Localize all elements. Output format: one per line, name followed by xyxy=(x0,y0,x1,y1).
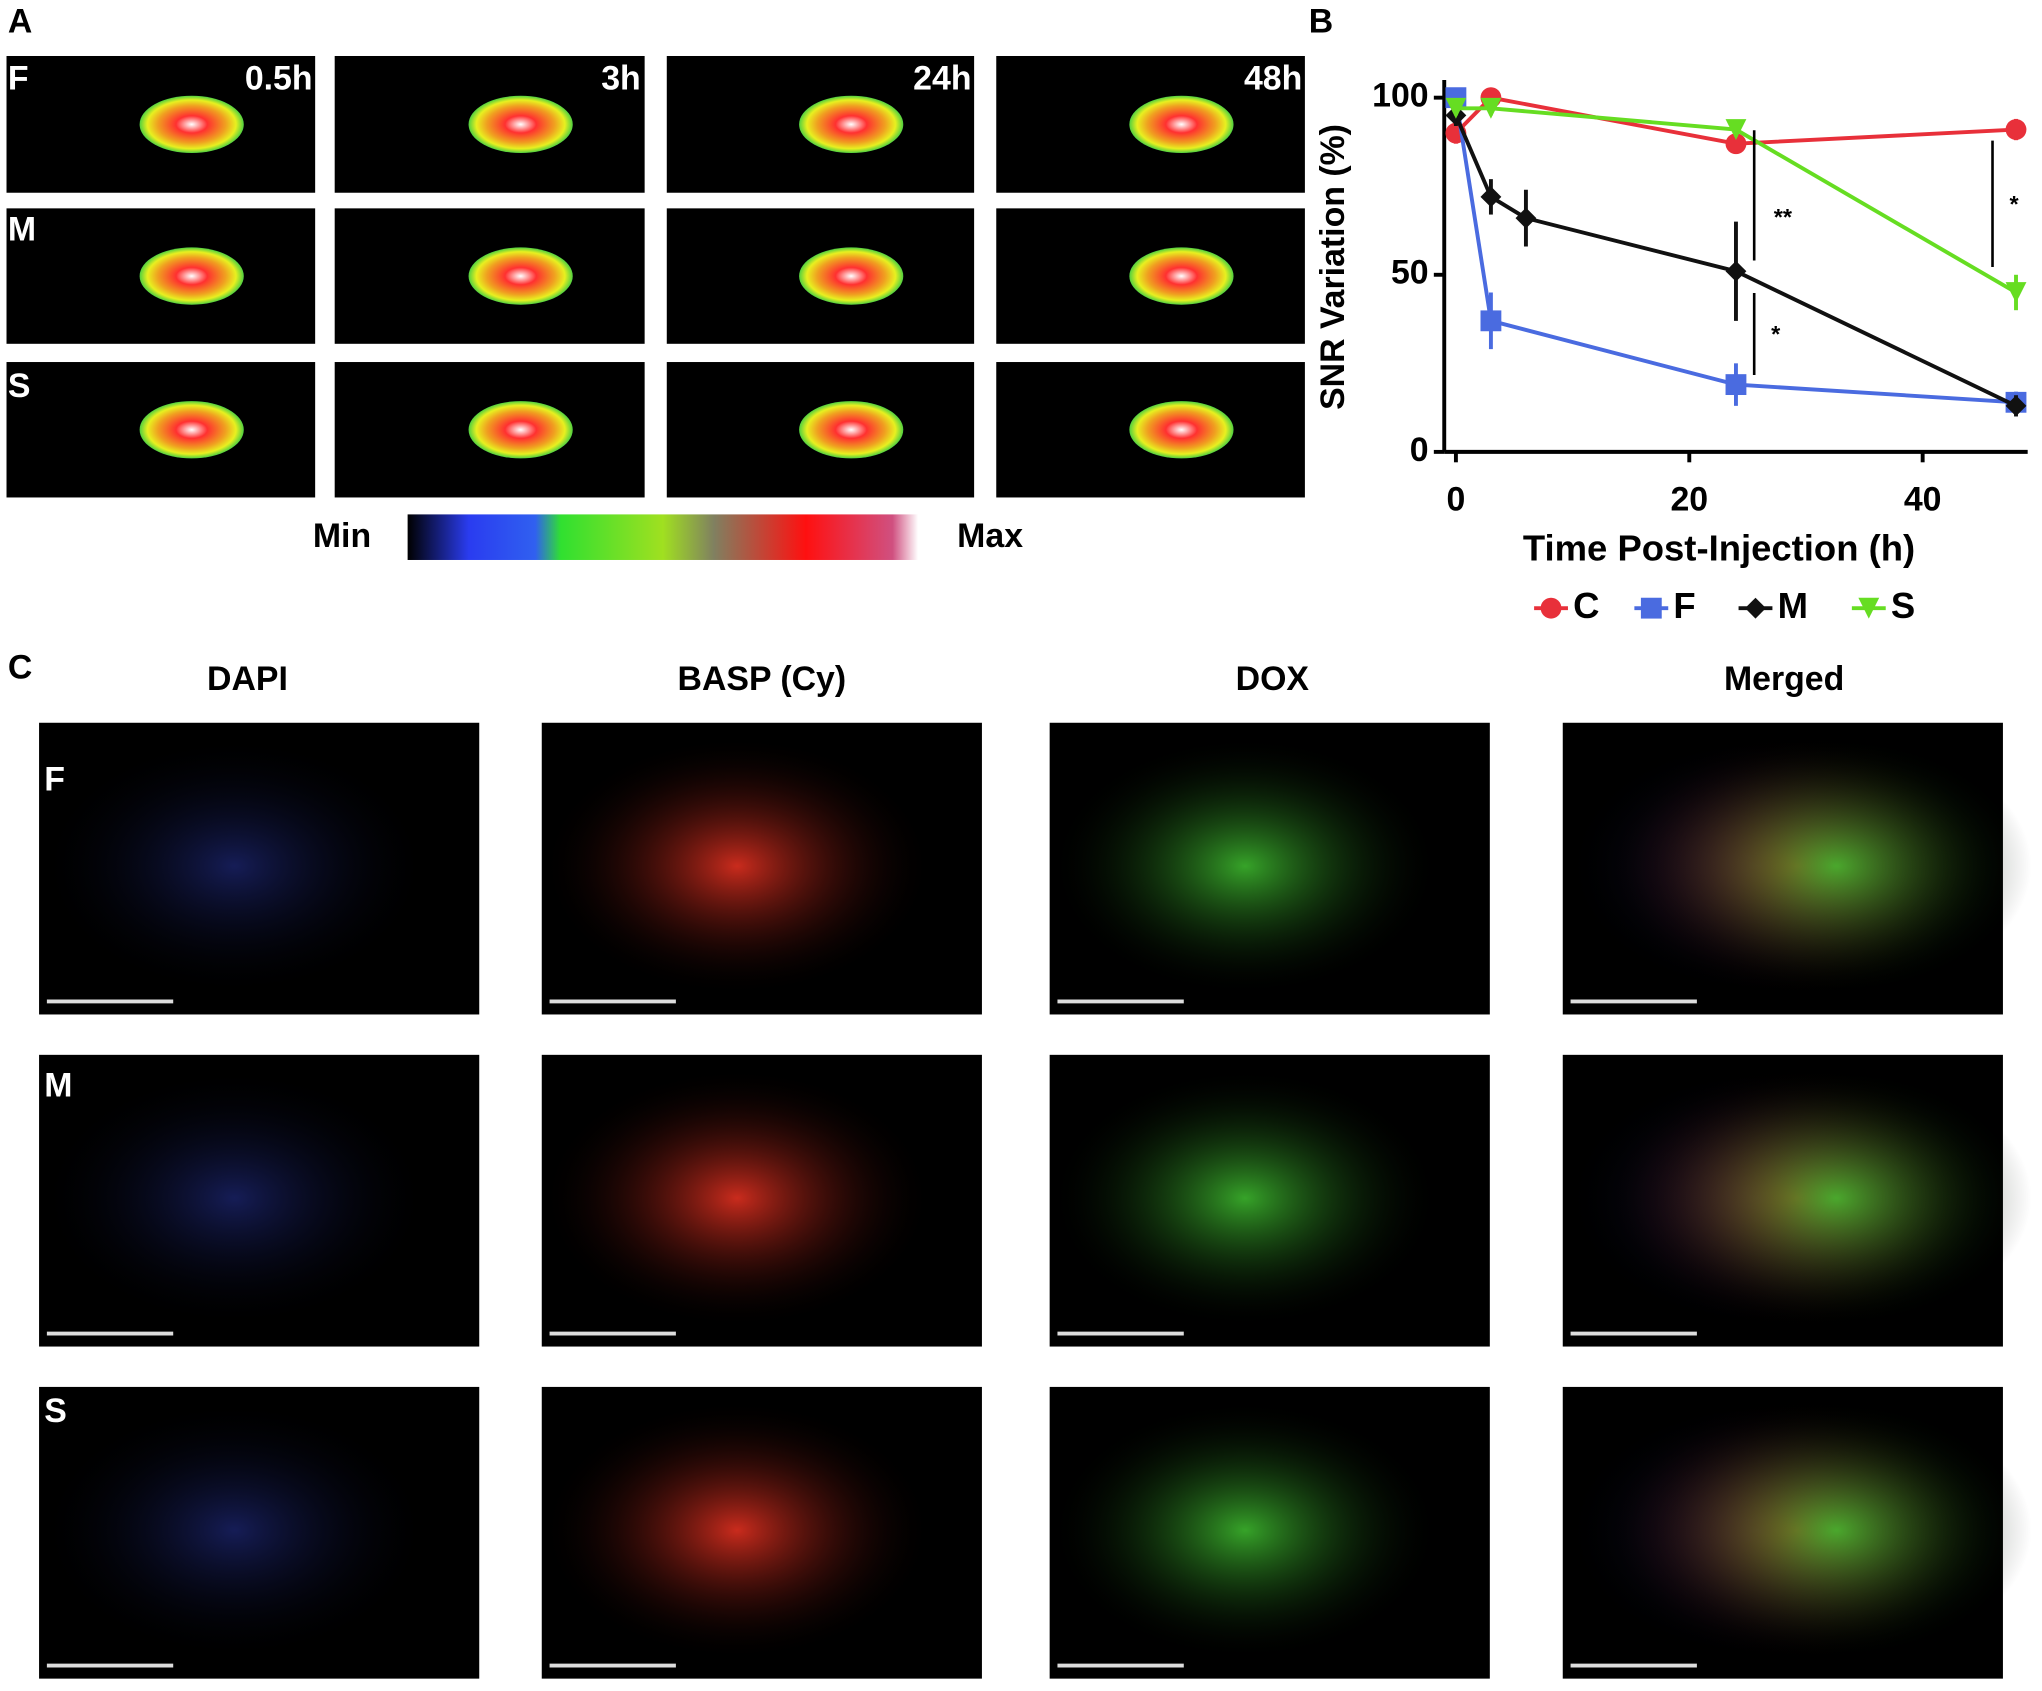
stain xyxy=(1640,1399,2032,1661)
panel-label: A xyxy=(8,2,32,40)
marker xyxy=(1725,119,1747,140)
time-label: 48h xyxy=(1244,60,1302,98)
legend-label: C xyxy=(1573,585,1599,626)
marker xyxy=(1480,310,1502,332)
series-line xyxy=(1453,97,2017,405)
column-header: BASP (Cy) xyxy=(678,660,847,698)
stain xyxy=(541,735,933,997)
stain xyxy=(1640,1067,2032,1329)
marker xyxy=(1745,597,1766,619)
column-header: Merged xyxy=(1724,660,1844,698)
legend-label: S xyxy=(1891,585,1915,626)
signal-blob xyxy=(139,247,244,305)
row-label: S xyxy=(8,367,31,405)
signal-blob xyxy=(468,95,573,154)
significance-label: * xyxy=(2009,191,2019,217)
time-label: 3h xyxy=(601,60,641,98)
stain xyxy=(1049,1067,1441,1329)
marker xyxy=(1725,374,1747,396)
legend-label: M xyxy=(1778,585,1808,626)
column-header: DOX xyxy=(1236,660,1310,698)
stain xyxy=(39,1399,430,1661)
marker xyxy=(1515,207,1537,229)
column-header: DAPI xyxy=(207,660,288,698)
marker xyxy=(1858,597,1880,619)
colorbar xyxy=(407,514,919,560)
x-axis-label: Time Post-Injection (h) xyxy=(1523,527,1915,568)
y-tick-label: 50 xyxy=(1391,254,1429,292)
marker xyxy=(1480,186,1502,208)
row-label: M xyxy=(8,211,36,249)
marker xyxy=(1640,597,1662,619)
layout xyxy=(6,55,2032,1679)
marker xyxy=(1445,97,1467,119)
y-tick-label: 0 xyxy=(1410,431,1429,469)
signal-blob xyxy=(799,95,904,154)
stain xyxy=(541,1399,933,1661)
marker xyxy=(2005,395,2027,417)
legend-label: F xyxy=(1673,585,1695,626)
x-tick-label: 0 xyxy=(1447,480,1466,518)
row-label: M xyxy=(44,1066,72,1104)
series-line xyxy=(1455,106,2017,295)
y-tick-label: 100 xyxy=(1372,77,1428,115)
stain xyxy=(1049,735,1441,997)
signal-blob xyxy=(1129,247,1234,305)
time-label: 24h xyxy=(913,60,971,98)
x-tick-label: 40 xyxy=(1904,480,1942,518)
y-axis-label: SNR Variation (%) xyxy=(1314,124,1352,410)
row-label: F xyxy=(44,760,65,798)
signal-blob xyxy=(1129,401,1234,459)
colorbar-min: Min xyxy=(313,517,371,555)
panel-label: B xyxy=(1309,2,1333,40)
panel-label: C xyxy=(8,648,32,686)
row-label: F xyxy=(8,60,29,98)
marker xyxy=(1480,97,1502,119)
signal-blob xyxy=(468,401,573,459)
marker xyxy=(2005,119,2027,140)
signal-blob xyxy=(468,247,573,305)
signal-blob xyxy=(799,247,904,305)
stain xyxy=(541,1067,933,1329)
significance-label: ** xyxy=(1774,204,1793,230)
marker xyxy=(2005,282,2027,303)
marker xyxy=(1725,260,1747,282)
row-labels: F M S xyxy=(44,760,72,1430)
stain xyxy=(1640,735,2032,997)
stain xyxy=(1049,1399,1441,1661)
significance-label: * xyxy=(1771,321,1781,347)
signal-blob xyxy=(139,95,244,154)
signal-blob xyxy=(139,401,244,459)
stain xyxy=(39,735,430,997)
signal-blob xyxy=(1129,95,1234,154)
row-label: S xyxy=(44,1392,67,1430)
x-tick-label: 20 xyxy=(1670,480,1708,518)
marker xyxy=(1725,133,1747,155)
signal-blob xyxy=(799,401,904,459)
colorbar-max: Max xyxy=(957,517,1023,555)
time-label: 0.5h xyxy=(245,60,313,98)
marker xyxy=(1540,597,1562,619)
stain xyxy=(39,1067,430,1329)
